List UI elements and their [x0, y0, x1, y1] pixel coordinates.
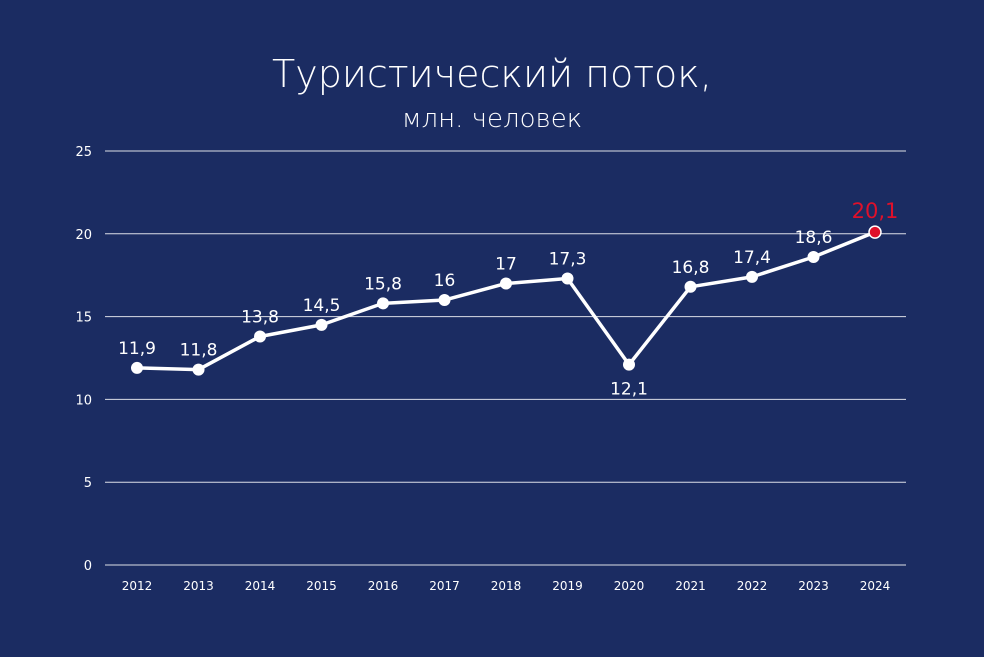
x-tick-label: 2021 — [675, 579, 706, 593]
data-point — [561, 272, 574, 285]
data-point — [746, 270, 758, 283]
y-tick-label: 0 — [84, 559, 92, 574]
data-label: 17,4 — [733, 248, 771, 268]
x-tick-label: 2024 — [860, 579, 891, 593]
data-point — [623, 358, 635, 371]
data-point — [131, 361, 143, 374]
x-tick-label: 2014 — [245, 579, 276, 593]
data-label: 18,6 — [795, 228, 833, 248]
y-tick-label: 20 — [75, 228, 92, 243]
chart-title: Туристический поток, — [272, 52, 712, 96]
data-label: 15,8 — [364, 274, 402, 294]
y-tick-label: 5 — [84, 476, 92, 491]
data-label: 17,3 — [549, 250, 587, 270]
data-label: 13,8 — [241, 307, 279, 327]
data-point — [868, 225, 882, 239]
data-point — [684, 280, 697, 293]
data-label: 20,1 — [852, 199, 899, 223]
x-tick-label: 2012 — [122, 579, 153, 593]
y-tick-label: 10 — [75, 393, 92, 408]
data-point — [807, 250, 820, 263]
chart-subtitle: млн. человек — [401, 104, 583, 134]
x-tick-label: 2015 — [306, 579, 337, 593]
data-point — [377, 297, 389, 310]
x-tick-label: 2013 — [183, 579, 214, 593]
data-point — [192, 363, 205, 376]
x-tick-label: 2019 — [552, 579, 583, 593]
data-label: 16,8 — [672, 258, 710, 278]
data-label: 16 — [434, 271, 456, 291]
x-tick-label: 2020 — [614, 579, 645, 593]
data-point — [438, 294, 451, 307]
data-label: 11,9 — [118, 339, 156, 359]
data-label: 17 — [495, 254, 517, 274]
y-tick-label: 25 — [75, 145, 92, 160]
data-label: 14,5 — [303, 296, 341, 316]
x-tick-label: 2017 — [429, 579, 460, 593]
data-point — [315, 318, 328, 331]
x-tick-label: 2023 — [798, 579, 829, 593]
y-tick-label: 15 — [75, 311, 92, 326]
x-tick-label: 2022 — [737, 579, 768, 593]
data-point — [254, 330, 266, 343]
data-label: 11,8 — [180, 341, 218, 361]
x-tick-label: 2016 — [368, 579, 399, 593]
data-label: 12,1 — [610, 380, 648, 400]
data-point — [500, 277, 512, 290]
x-tick-label: 2018 — [491, 579, 522, 593]
